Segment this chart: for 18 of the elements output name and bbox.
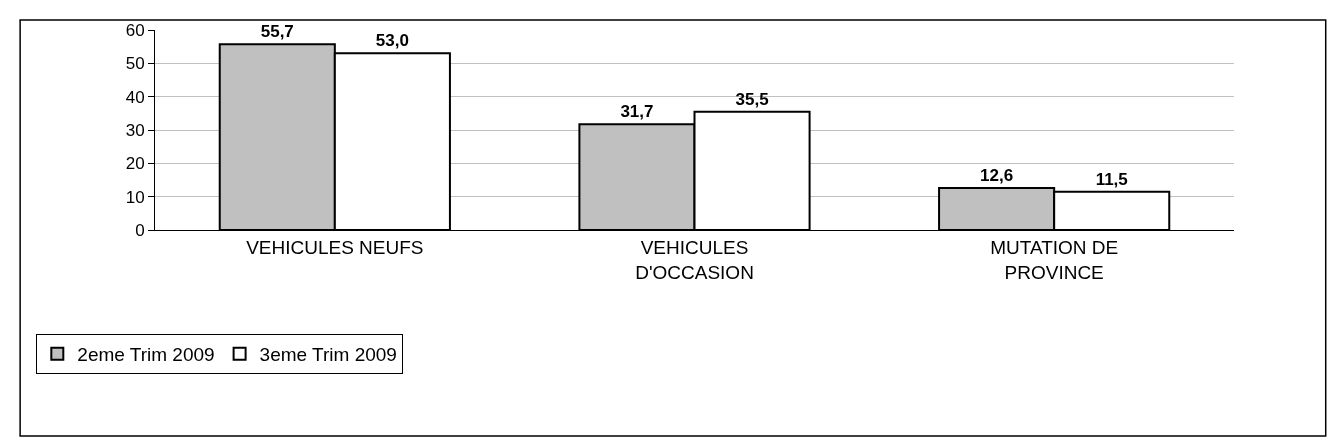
data-label: 12,6 (980, 166, 1014, 185)
data-label: 11,5 (1095, 169, 1128, 189)
y-tick-label: 20 (125, 154, 145, 174)
y-tick-label: 0 (135, 220, 145, 240)
data-label: 35,5 (735, 89, 769, 109)
x-tick-label: VEHICULES NEUFS (246, 236, 424, 258)
y-tick-label: 50 (125, 54, 145, 74)
data-label: 53,0 (375, 31, 409, 51)
y-tick-label: 10 (125, 187, 145, 207)
y-tick-label: 30 (125, 120, 145, 140)
y-tick-label: 60 (125, 20, 145, 40)
x-tick-label: VEHICULES D'OCCASION (635, 236, 754, 283)
x-tick-label: MUTATION DE PROVINCE (990, 236, 1119, 283)
data-label: 31,7 (620, 102, 654, 122)
legend-label: 2eme Trim 2009 (77, 344, 215, 366)
legend-label: 3eme Trim 2009 (259, 344, 397, 366)
y-tick-label: 40 (125, 87, 145, 107)
data-label: 55,7 (260, 22, 294, 42)
